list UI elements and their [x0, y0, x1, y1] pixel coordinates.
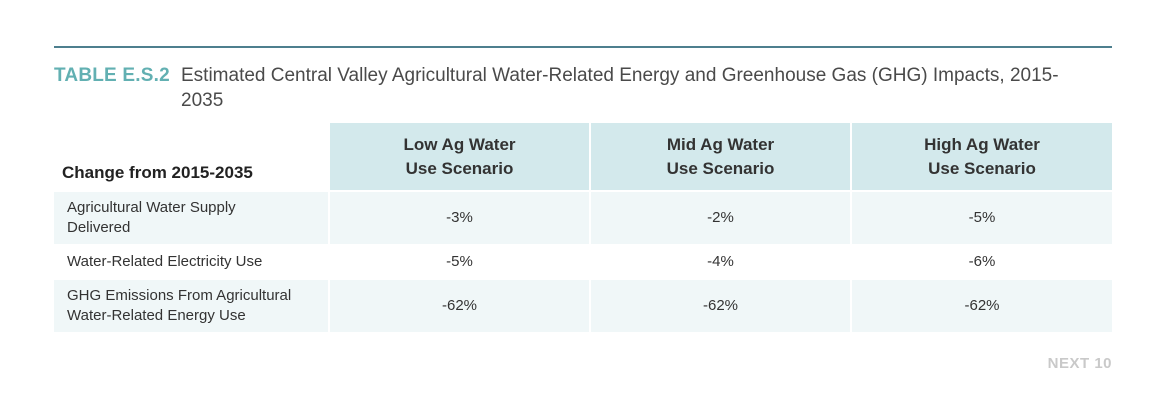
- table-row: Water-Related Electricity Use -5% -4% -6…: [54, 245, 1112, 279]
- column-header-line: Mid Ag Water: [666, 134, 775, 154]
- value-cell: -6%: [850, 245, 1112, 279]
- column-header-high: High Ag Water Use Scenario: [850, 123, 1112, 191]
- footer-logo-text: NEXT 10: [1047, 355, 1112, 372]
- value-cell: -62%: [589, 279, 851, 332]
- row-header-label: Change from 2015-2035: [54, 123, 329, 191]
- row-label: GHG Emissions From Agricultural Water-Re…: [54, 279, 329, 332]
- row-label-line: GHG Emissions From Agricultural: [67, 287, 292, 304]
- column-header-mid: Mid Ag Water Use Scenario: [589, 123, 851, 191]
- table-header-row: Change from 2015-2035 Low Ag Water Use S…: [54, 123, 1112, 191]
- row-label-line: Water-Related Energy Use: [67, 307, 246, 324]
- table-row: GHG Emissions From Agricultural Water-Re…: [54, 279, 1112, 332]
- column-header-low: Low Ag Water Use Scenario: [328, 123, 590, 191]
- top-rule: [54, 46, 1112, 48]
- caption-label: TABLE E.S.2: [54, 65, 170, 86]
- row-label: Agricultural Water Supply Delivered: [54, 191, 329, 245]
- value-cell: -2%: [589, 191, 851, 245]
- column-header-line: Use Scenario: [405, 158, 514, 178]
- table-row: Agricultural Water Supply Delivered -3% …: [54, 191, 1112, 245]
- caption-text: Estimated Central Valley Agricultural Wa…: [181, 65, 1059, 111]
- column-header-line: Use Scenario: [666, 158, 775, 178]
- column-header-line: Low Ag Water: [403, 134, 516, 154]
- value-cell: -4%: [589, 245, 851, 279]
- column-header-line: High Ag Water: [924, 134, 1040, 154]
- value-cell: -62%: [850, 279, 1112, 332]
- value-cell: -3%: [328, 191, 590, 245]
- value-cell: -5%: [328, 245, 590, 279]
- row-label-line: Delivered: [67, 219, 131, 236]
- value-cell: -5%: [850, 191, 1112, 245]
- row-label-line: Water-Related Electricity Use: [67, 253, 263, 270]
- value-cell: -62%: [328, 279, 590, 332]
- row-label: Water-Related Electricity Use: [54, 245, 329, 279]
- column-header-line: Use Scenario: [928, 158, 1036, 178]
- row-label-line: Agricultural Water Supply: [67, 199, 236, 216]
- data-table: Change from 2015-2035 Low Ag Water Use S…: [54, 123, 1112, 332]
